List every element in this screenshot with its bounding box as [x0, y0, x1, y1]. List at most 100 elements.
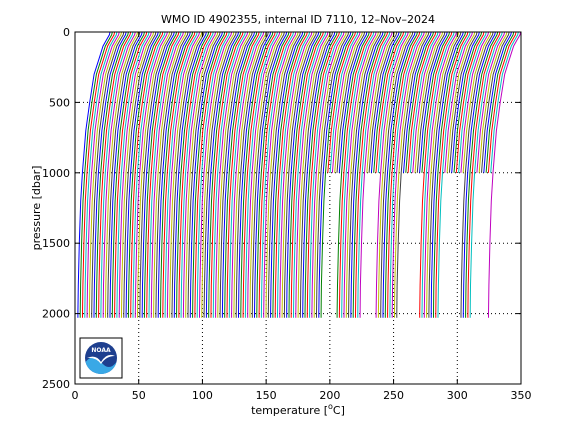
plot-frame	[74, 31, 522, 385]
profile-line	[286, 31, 320, 318]
profile-line	[219, 31, 253, 318]
profile-line	[435, 31, 469, 318]
profile-line	[409, 31, 439, 173]
profile-line	[428, 31, 462, 318]
profile-line	[478, 31, 508, 173]
profile-line	[260, 31, 294, 318]
profile-line	[437, 31, 471, 318]
y-tick-label: 1500	[42, 237, 70, 250]
profile-line	[359, 31, 393, 318]
profile-line	[171, 31, 205, 318]
profile-line	[453, 31, 483, 173]
profile-line	[208, 31, 242, 318]
profile-line	[105, 31, 139, 318]
profile-line	[304, 31, 338, 318]
profile-line	[444, 31, 473, 173]
profile-line	[141, 31, 175, 318]
profile-line	[256, 31, 290, 318]
x-axis-label-end: C]	[333, 404, 345, 417]
profile-line	[421, 31, 455, 318]
profile-line	[375, 31, 405, 173]
noaa-logo-label: NOAA	[91, 347, 111, 354]
profile-line	[377, 31, 411, 318]
x-tick-label: 350	[511, 389, 532, 402]
profile-line	[423, 31, 457, 318]
y-tick-label: 2500	[42, 378, 70, 391]
profile-line	[433, 31, 467, 318]
profile-line	[139, 31, 173, 318]
profile-line	[148, 31, 182, 318]
profile-line	[82, 31, 116, 318]
noaa-logo-sea	[85, 357, 117, 375]
x-tick-label: 200	[319, 389, 340, 402]
profile-line	[391, 31, 425, 318]
profile-line	[187, 31, 221, 318]
profile-line	[297, 31, 331, 318]
profile-line	[132, 31, 166, 318]
profile-line	[100, 31, 134, 318]
profile-line	[189, 31, 223, 318]
profile-line	[217, 31, 251, 318]
profile-line	[481, 31, 510, 173]
profile-line	[476, 31, 506, 173]
profile-line	[235, 31, 269, 318]
profile-line	[265, 31, 299, 318]
profile-line	[281, 31, 315, 318]
profile-line	[485, 31, 515, 173]
y-axis-label: pressure [dbar]	[30, 166, 43, 251]
profile-line	[146, 31, 180, 318]
y-tick-label: 1000	[42, 167, 70, 180]
profile-line	[118, 31, 152, 318]
x-tick-label: 0	[72, 389, 79, 402]
profile-line	[483, 31, 512, 173]
x-tick-label: 150	[256, 389, 277, 402]
profile-line	[462, 31, 492, 173]
x-axis-label-degree: o	[328, 402, 333, 411]
profile-line	[263, 31, 297, 318]
profile-line	[194, 31, 228, 318]
profile-line	[336, 31, 370, 318]
profile-line	[338, 31, 368, 173]
profile-line	[396, 31, 430, 318]
profile-line	[426, 31, 460, 318]
profile-line	[240, 31, 274, 318]
profile-line	[212, 31, 246, 318]
profile-line	[377, 31, 407, 173]
profile-line	[258, 31, 292, 318]
profile-line	[357, 31, 391, 318]
noaa-logo-bird	[87, 354, 115, 364]
profile-line	[88, 31, 122, 318]
profile-line	[176, 31, 210, 318]
profile-line	[306, 31, 340, 318]
profile-line	[334, 31, 363, 173]
profile-line	[155, 31, 189, 318]
profile-line	[421, 31, 450, 173]
profile-line	[162, 31, 196, 318]
profile-line	[205, 31, 239, 318]
profile-line	[166, 31, 200, 318]
profile-line	[192, 31, 226, 318]
profile-line	[134, 31, 168, 318]
profile-line	[331, 31, 361, 173]
profile-line	[164, 31, 198, 318]
profile-line	[247, 31, 281, 318]
profile-line	[283, 31, 317, 318]
profile-line	[274, 31, 308, 318]
x-axis-label-main: temperature [	[251, 404, 328, 417]
x-tick-label: 250	[383, 389, 404, 402]
profile-line	[196, 31, 230, 318]
profile-line	[384, 31, 418, 318]
profile-line	[150, 31, 184, 318]
profile-line	[199, 31, 233, 318]
profile-line	[407, 31, 437, 173]
noaa-logo: NOAA	[79, 337, 123, 379]
profile-line	[98, 31, 132, 318]
profile-line	[355, 31, 389, 318]
profile-line	[153, 31, 187, 318]
profile-line	[215, 31, 249, 318]
x-axis-label: temperature [oC]	[251, 402, 345, 417]
profile-line	[254, 31, 288, 318]
profile-line	[226, 31, 260, 318]
profile-line	[488, 31, 522, 318]
profile-line	[380, 31, 414, 318]
